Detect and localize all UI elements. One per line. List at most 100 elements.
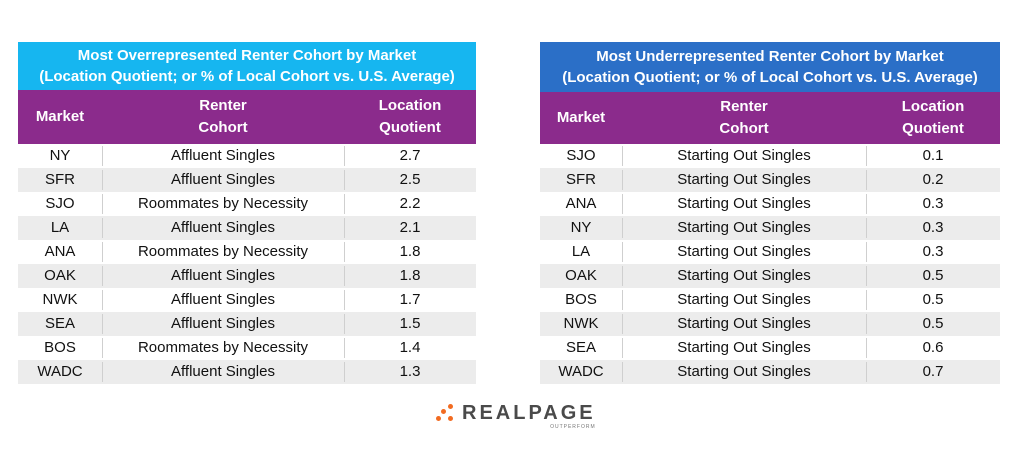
cohort-cell: Roommates by Necessity bbox=[137, 243, 309, 260]
column-divider bbox=[344, 290, 345, 310]
column-divider bbox=[102, 314, 103, 334]
column-divider bbox=[622, 170, 623, 190]
market-cell: LA bbox=[571, 243, 591, 260]
header-location-quotient: Location Quotient bbox=[378, 97, 442, 136]
location-quotient-cell: 0.5 bbox=[922, 291, 944, 308]
cohort-cell: Affluent Singles bbox=[171, 315, 275, 332]
location-quotient-cell: 1.4 bbox=[399, 339, 421, 356]
column-divider bbox=[102, 362, 103, 382]
column-divider bbox=[102, 218, 103, 238]
market-cell: WADC bbox=[37, 363, 83, 380]
market-cell: WADC bbox=[558, 363, 604, 380]
market-cell: ANA bbox=[565, 195, 597, 212]
cohort-cell: Starting Out Singles bbox=[677, 243, 811, 260]
cohort-cell: Affluent Singles bbox=[171, 171, 275, 188]
column-divider bbox=[622, 338, 623, 358]
market-cell: SEA bbox=[565, 339, 596, 356]
column-divider bbox=[866, 338, 867, 358]
column-divider bbox=[622, 242, 623, 262]
table-row: LA Starting Out Singles 0.3 bbox=[540, 240, 1000, 264]
location-quotient-cell: 2.1 bbox=[399, 219, 421, 236]
market-cell: BOS bbox=[44, 339, 76, 356]
table-row: NWK Starting Out Singles 0.5 bbox=[540, 312, 1000, 336]
column-divider bbox=[102, 266, 103, 286]
location-quotient-cell: 1.7 bbox=[399, 291, 421, 308]
location-quotient-cell: 0.1 bbox=[922, 147, 944, 164]
cohort-cell: Starting Out Singles bbox=[677, 147, 811, 164]
market-cell: NWK bbox=[563, 315, 599, 332]
column-divider bbox=[622, 314, 623, 334]
location-quotient-cell: 0.3 bbox=[922, 195, 944, 212]
column-divider bbox=[622, 218, 623, 238]
cohort-cell: Starting Out Singles bbox=[677, 291, 811, 308]
table-row: SEA Starting Out Singles 0.6 bbox=[540, 336, 1000, 360]
column-divider bbox=[102, 338, 103, 358]
table-row: SEA Affluent Singles 1.5 bbox=[18, 312, 476, 336]
location-quotient-cell: 0.3 bbox=[922, 219, 944, 236]
column-divider bbox=[866, 314, 867, 334]
market-cell: LA bbox=[50, 219, 70, 236]
location-quotient-cell: 0.6 bbox=[922, 339, 944, 356]
cohort-cell: Starting Out Singles bbox=[677, 267, 811, 284]
column-divider bbox=[344, 194, 345, 214]
column-divider bbox=[344, 266, 345, 286]
table-row: NY Affluent Singles 2.7 bbox=[18, 144, 476, 168]
cohort-cell: Roommates by Necessity bbox=[137, 339, 309, 356]
column-divider bbox=[866, 218, 867, 238]
table-row: OAK Starting Out Singles 0.5 bbox=[540, 264, 1000, 288]
location-quotient-cell: 1.8 bbox=[399, 243, 421, 260]
header-renter-cohort: Renter Cohort bbox=[198, 97, 248, 136]
market-cell: NWK bbox=[42, 291, 78, 308]
cohort-cell: Affluent Singles bbox=[171, 363, 275, 380]
location-quotient-cell: 2.5 bbox=[399, 171, 421, 188]
column-divider bbox=[102, 242, 103, 262]
location-quotient-cell: 0.5 bbox=[922, 315, 944, 332]
cohort-cell: Starting Out Singles bbox=[677, 363, 811, 380]
table-row: BOS Roommates by Necessity 1.4 bbox=[18, 336, 476, 360]
location-quotient-cell: 2.7 bbox=[399, 147, 421, 164]
logo-tagline: OUTPERFORM bbox=[550, 424, 596, 430]
header-market: Market bbox=[556, 109, 606, 126]
market-cell: SFR bbox=[45, 171, 75, 188]
column-divider bbox=[344, 146, 345, 166]
header-renter-cohort: Renter Cohort bbox=[719, 98, 769, 137]
cohort-cell: Affluent Singles bbox=[171, 219, 275, 236]
location-quotient-cell: 0.5 bbox=[922, 267, 944, 284]
cohort-cell: Starting Out Singles bbox=[677, 195, 811, 212]
column-divider bbox=[622, 266, 623, 286]
table-row: SFR Starting Out Singles 0.2 bbox=[540, 168, 1000, 192]
table-row: OAK Affluent Singles 1.8 bbox=[18, 264, 476, 288]
table-row: SFR Affluent Singles 2.5 bbox=[18, 168, 476, 192]
table-row: SJO Roommates by Necessity 2.2 bbox=[18, 192, 476, 216]
column-divider bbox=[344, 242, 345, 262]
column-divider bbox=[622, 362, 623, 382]
cohort-cell: Starting Out Singles bbox=[677, 339, 811, 356]
header-market: Market bbox=[35, 108, 85, 125]
title-line-1: Most Underrepresented Renter Cohort by M… bbox=[596, 48, 944, 65]
column-divider bbox=[344, 218, 345, 238]
location-quotient-cell: 1.5 bbox=[399, 315, 421, 332]
title-line-2: (Location Quotient; or % of Local Cohort… bbox=[562, 69, 978, 86]
column-divider bbox=[344, 362, 345, 382]
market-cell: SJO bbox=[566, 147, 596, 164]
market-cell: SFR bbox=[566, 171, 596, 188]
table-row: NY Starting Out Singles 0.3 bbox=[540, 216, 1000, 240]
table-row: ANA Roommates by Necessity 1.8 bbox=[18, 240, 476, 264]
header-location-quotient: Location Quotient bbox=[901, 98, 965, 137]
table-body: NY Affluent Singles 2.7 SFR Affluent Singles… bbox=[18, 144, 476, 384]
location-quotient-cell: 1.8 bbox=[399, 267, 421, 284]
title-line-1: Most Overrepresented Renter Cohort by Ma… bbox=[77, 47, 417, 64]
column-divider bbox=[102, 194, 103, 214]
column-divider bbox=[102, 170, 103, 190]
logo-name: REALPAGE bbox=[462, 402, 596, 424]
market-cell: OAK bbox=[44, 267, 76, 284]
table-row: ANA Starting Out Singles 0.3 bbox=[540, 192, 1000, 216]
column-divider bbox=[866, 362, 867, 382]
underrepresented-table: Most Underrepresented Renter Cohort by M… bbox=[540, 42, 1000, 384]
column-divider bbox=[866, 290, 867, 310]
market-cell: SEA bbox=[44, 315, 75, 332]
cohort-cell: Affluent Singles bbox=[171, 267, 275, 284]
table-row: NWK Affluent Singles 1.7 bbox=[18, 288, 476, 312]
overrepresented-table: Most Overrepresented Renter Cohort by Ma… bbox=[18, 42, 476, 384]
table-body: SJO Starting Out Singles 0.1 SFR Starting Ou… bbox=[540, 144, 1000, 384]
